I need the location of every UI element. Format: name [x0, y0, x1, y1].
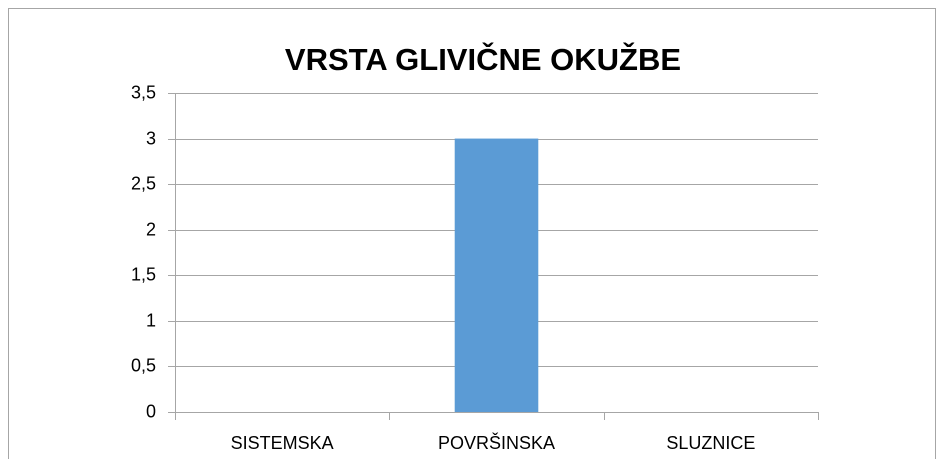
y-tick-label: 3 — [146, 128, 156, 148]
bar — [454, 138, 539, 413]
x-tick-label: POVRŠINSKA — [438, 432, 555, 453]
y-tick-label: 1,5 — [131, 264, 156, 284]
y-tick-label: 0,5 — [131, 355, 156, 375]
y-tick-label: 2,5 — [131, 173, 156, 193]
chart-title: VRSTA GLIVIČNE OKUŽBE — [285, 41, 681, 77]
y-tick-label: 2 — [146, 219, 156, 239]
y-tick-label: 3,5 — [131, 82, 156, 102]
y-tick-label: 1 — [146, 310, 156, 330]
x-tick-label: SISTEMSKA — [231, 433, 334, 453]
y-tick-label: 0 — [146, 401, 156, 421]
x-tick-label: SLUZNICE — [666, 433, 755, 453]
